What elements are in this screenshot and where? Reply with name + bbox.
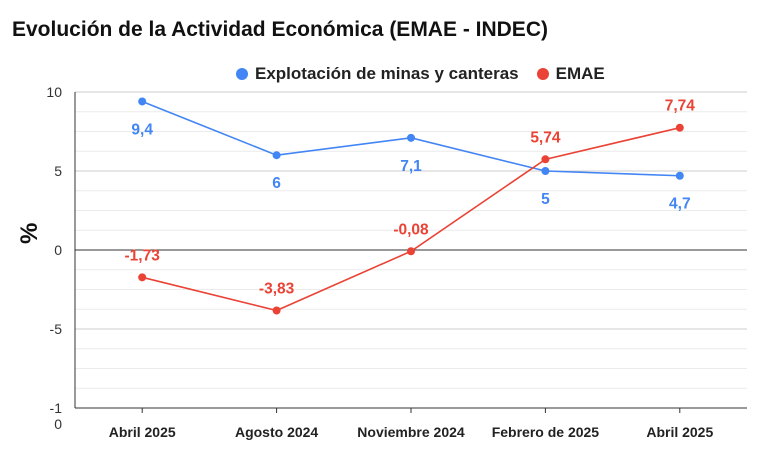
x-tick-label: Abril 2025 [109, 424, 176, 440]
data-label-emae: -1,73 [125, 247, 161, 264]
data-point-emae [675, 123, 684, 132]
series-line-emae [142, 126, 680, 312]
data-point-emae [541, 155, 550, 164]
data-label-emae: 5,74 [530, 129, 561, 146]
data-point-emae [272, 306, 281, 315]
data-point-emae [407, 247, 415, 256]
legend-label-minas: Explotación de minas y canteras [255, 64, 519, 83]
legend-marker-minas [236, 68, 248, 80]
data-label-minas: 7,1 [400, 158, 422, 175]
y-tick-label: 5 [54, 163, 62, 179]
x-tick-label: Abril 2025 [646, 424, 713, 440]
legend-label-emae: EMAE [555, 64, 605, 83]
data-point-minas [138, 97, 147, 106]
legend-item-minas[interactable]: Explotación de minas y canteras [236, 64, 519, 84]
legend: Explotación de minas y canteras EMAE [236, 64, 623, 84]
data-point-minas [675, 171, 684, 180]
y-tick-label: -5 [50, 321, 63, 337]
x-tick-label: Agosto 2024 [235, 424, 318, 440]
data-label-emae: 7,74 [665, 98, 696, 115]
legend-item-emae[interactable]: EMAE [536, 64, 605, 84]
data-point-minas [541, 167, 550, 175]
y-tick-label: 0 [54, 242, 62, 258]
data-point-minas [407, 133, 415, 142]
y-tick-label: -1 0 [50, 400, 63, 432]
data-label-minas: 4,7 [669, 196, 691, 213]
data-label-minas: 6 [272, 175, 281, 192]
data-label-emae: -3,83 [259, 281, 295, 298]
data-label-minas: 9,4 [131, 121, 153, 138]
legend-marker-emae [536, 68, 549, 80]
y-tick-label: 10 [46, 84, 62, 100]
data-point-minas [272, 151, 281, 160]
x-tick-label: Febrero de 2025 [492, 424, 600, 440]
data-point-emae [138, 273, 147, 282]
chart-title: Evolución de la Actividad Económica (EMA… [12, 18, 548, 41]
x-tick-label: Noviembre 2024 [357, 424, 465, 440]
data-label-minas: 5 [541, 191, 550, 208]
data-label-emae: -0,08 [393, 221, 429, 238]
